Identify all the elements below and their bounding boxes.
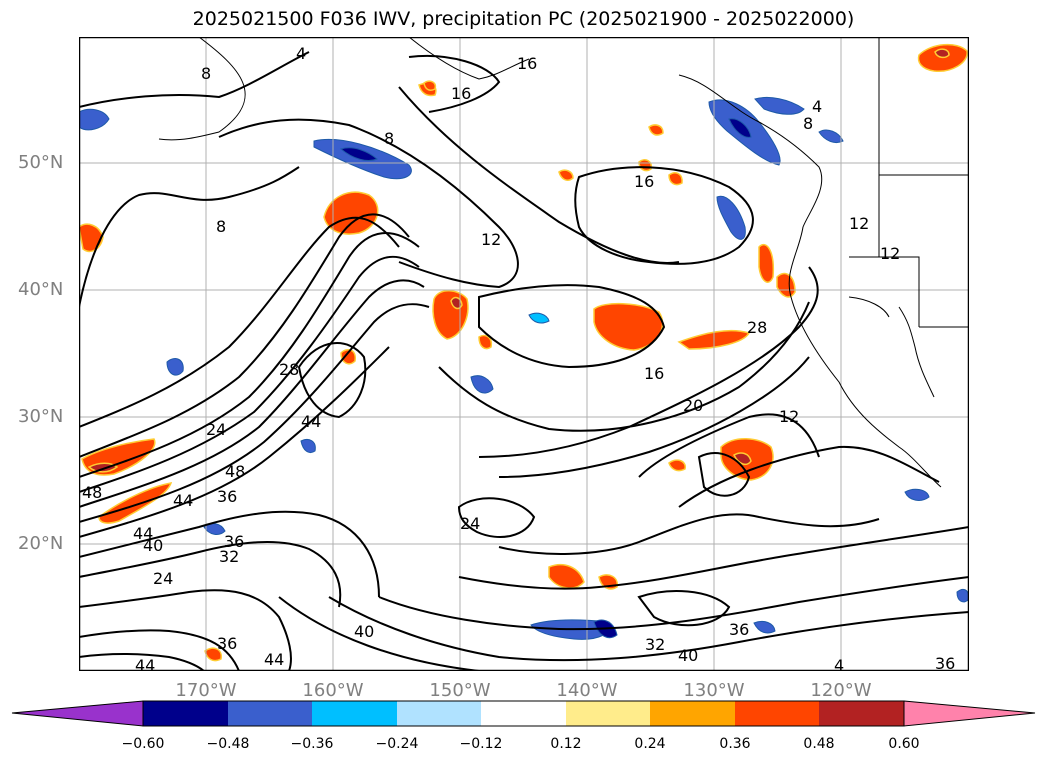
colorbar-segment	[228, 701, 312, 726]
contour-label: 8	[201, 64, 211, 83]
contour-label: 16	[644, 364, 664, 383]
contour-label: 36	[217, 487, 237, 506]
colorbar-tick: 0.60	[888, 736, 920, 752]
colorbar-tick: −0.12	[459, 736, 503, 752]
colorbar-tick: 0.12	[550, 736, 582, 752]
contour-label: 12	[849, 214, 869, 233]
lon-label-160w: 160°W	[302, 680, 364, 701]
contour-label: 12	[779, 407, 799, 426]
colorbar-tick: 0.48	[803, 736, 835, 752]
contour-label: 16	[451, 84, 471, 103]
contour-label: 4	[296, 44, 306, 63]
map-title: 2025021500 F036 IWV, precipitation PC (2…	[192, 8, 855, 30]
contour-label: 48	[225, 462, 245, 481]
contour-label: 8	[384, 129, 394, 148]
contour-label: 24	[460, 514, 480, 533]
contour-label: 36	[935, 654, 955, 671]
contour-label: 40	[678, 646, 698, 665]
colorbar-segment	[650, 701, 735, 726]
lon-label-120w: 120°W	[810, 680, 872, 701]
colorbar-segment	[566, 701, 650, 726]
lon-label-140w: 140°W	[556, 680, 618, 701]
colorbar-segment	[819, 701, 904, 726]
lon-label-170w: 170°W	[175, 680, 237, 701]
colorbar-segment	[143, 701, 228, 726]
lat-label-50n: 50°N	[18, 152, 64, 173]
contour-label: 32	[219, 547, 239, 566]
colorbar-tick: 0.36	[719, 736, 751, 752]
contour-label: 4	[812, 97, 822, 116]
precip-positive-patches	[78, 43, 968, 662]
contour-label: 32	[645, 635, 665, 654]
lon-label-150w: 150°W	[429, 680, 491, 701]
contour-label: 36	[224, 532, 244, 551]
precip-negative-patches	[78, 96, 970, 640]
lat-label-40n: 40°N	[18, 279, 64, 300]
colorbar-segment	[397, 701, 481, 726]
contour-label: 40	[354, 622, 374, 641]
contour-label: 48	[82, 483, 102, 502]
colorbar-tick: 0.24	[634, 736, 666, 752]
map-border	[78, 36, 970, 672]
contour-label: 24	[206, 420, 226, 439]
contour-label: 28	[279, 360, 299, 379]
colorbar-tick: −0.48	[206, 736, 250, 752]
colorbar-segment	[903, 700, 1036, 727]
lat-label-30n: 30°N	[18, 406, 64, 427]
contour-label: 44	[173, 491, 193, 510]
contour-label: 16	[634, 172, 654, 191]
contour-label: 44	[135, 656, 155, 671]
map-panel: 4 8 16 16 16 8 8 12 4 8 12 12 28 28 24 4…	[78, 36, 970, 675]
colorbar	[11, 700, 1036, 727]
graticule	[79, 37, 969, 671]
contour-label: 36	[217, 634, 237, 653]
contour-label: 12	[880, 244, 900, 263]
colorbar-segment	[481, 701, 566, 726]
lon-label-130w: 130°W	[683, 680, 745, 701]
colorbar-segment	[735, 701, 819, 726]
contour-label: 4	[834, 656, 844, 671]
contour-label: 24	[153, 569, 173, 588]
contour-label: 36	[729, 620, 749, 639]
contour-label: 44	[301, 412, 321, 431]
contour-label: 28	[747, 318, 767, 337]
iwv-contours	[78, 51, 970, 672]
coastlines	[158, 36, 969, 488]
contour-label: 12	[481, 230, 501, 249]
map-canvas: 4 8 16 16 16 8 8 12 4 8 12 12 28 28 24 4…	[78, 36, 970, 675]
lat-label-20n: 20°N	[18, 533, 64, 554]
contour-label: 8	[216, 217, 226, 236]
colorbar-tick: −0.24	[375, 736, 419, 752]
contour-label: 20	[683, 396, 703, 415]
contour-label: 44	[264, 650, 284, 669]
colorbar-segment	[312, 701, 397, 726]
contour-label: 8	[803, 114, 813, 133]
colorbar-tick: −0.36	[290, 736, 334, 752]
contour-label: 40	[143, 536, 163, 555]
colorbar-segment	[11, 700, 144, 727]
contour-label: 16	[517, 54, 537, 73]
colorbar-tick: −0.60	[121, 736, 165, 752]
contour-label: 44	[133, 524, 153, 543]
